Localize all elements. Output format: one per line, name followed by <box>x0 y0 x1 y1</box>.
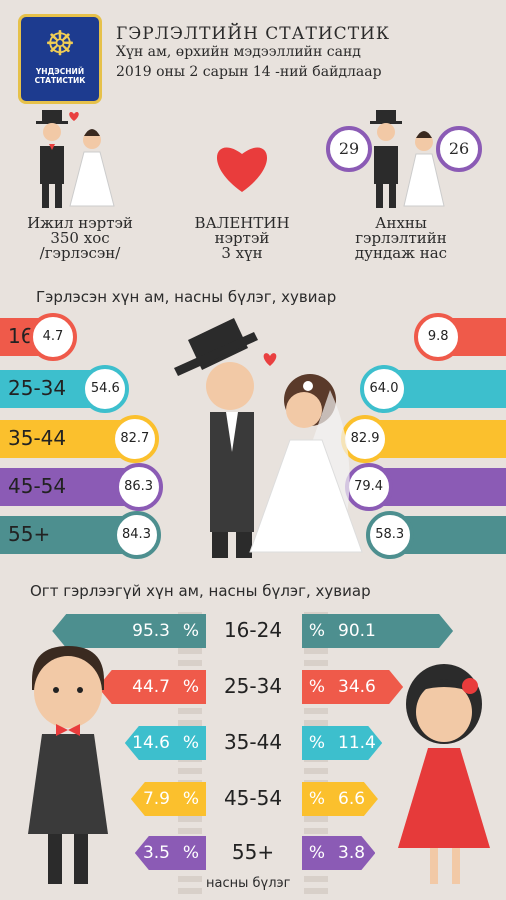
bride-age-badge: 26 <box>436 126 482 172</box>
married-value-left: 82.7 <box>110 415 159 463</box>
first-marriage-line-2: гэрлэлтийн <box>355 229 447 247</box>
couple-age-icon <box>370 110 445 208</box>
unmarried-age-label: 25-34 <box>223 674 283 698</box>
married-value-right: 9.8 <box>414 313 463 361</box>
heart-icon <box>216 147 268 192</box>
married-value-left: 84.3 <box>112 511 161 559</box>
married-value-left: 4.7 <box>28 313 77 361</box>
same-name-line-1: Ижил нэртэй <box>27 214 133 232</box>
married-age-label: 55+ <box>8 522 51 546</box>
percent-sign-left: % <box>176 836 206 870</box>
married-value-right: 82.9 <box>341 415 390 463</box>
percent-sign-left: % <box>176 726 206 760</box>
married-age-label: 25-34 <box>8 376 67 400</box>
unmarried-bar-left: 44.7 <box>97 670 178 704</box>
nso-logo: ☸ ҮНДЭСНИЙ СТАТИСТИК <box>18 14 102 104</box>
percent-sign-right: % <box>302 782 332 816</box>
unmarried-age-label: 35-44 <box>223 730 283 754</box>
unmarried-bar-left: 3.5 <box>134 836 178 870</box>
unmarried-bar-right: 34.6 <box>332 670 403 704</box>
first-marriage-line-3: дундаж нас <box>354 244 448 262</box>
single-man-illustration <box>28 646 108 884</box>
married-value-left: 86.3 <box>114 463 163 511</box>
percent-sign-right: % <box>302 836 332 870</box>
unmarried-bar-right: 90.1 <box>332 614 453 648</box>
unmarried-bar-right: 11.4 <box>332 726 382 760</box>
married-section-title: Гэрлэсэн хүн ам, насны бүлэг, хувиар <box>36 288 337 306</box>
unmarried-bar-left: 95.3 <box>52 614 178 648</box>
unmarried-bar-left: 14.6 <box>124 726 178 760</box>
page-subtitle-1: Хүн ам, өрхийн мэдээллийн санд <box>116 44 361 60</box>
first-marriage-line-1: Анхны <box>375 214 427 232</box>
same-name-line-2: 350 хос <box>50 229 110 247</box>
unmarried-age-label: 45-54 <box>223 786 283 810</box>
single-woman-illustration <box>398 664 490 884</box>
unmarried-age-label: 55+ <box>231 840 275 864</box>
married-value-right: 58.3 <box>365 511 414 559</box>
bride-groom-illustration <box>174 318 363 558</box>
married-age-label: 35-44 <box>8 426 67 450</box>
page-title: ГЭРЛЭЛТИЙН СТАТИСТИК <box>116 24 391 44</box>
groom-age-badge: 29 <box>326 126 372 172</box>
married-age-label: 45-54 <box>8 474 67 498</box>
logo-text: ҮНДЭСНИЙ СТАТИСТИК <box>34 67 86 85</box>
married-value-right: 64.0 <box>360 365 408 413</box>
married-value-left: 54.6 <box>81 365 130 413</box>
percent-sign-left: % <box>176 670 206 704</box>
valentine-line-3: 3 хүн <box>221 244 263 262</box>
percent-sign-left: % <box>176 782 206 816</box>
percent-sign-right: % <box>302 614 332 648</box>
valentine-line-2: нэртэй <box>214 229 270 247</box>
same-name-line-3: /гэрлэсэн/ <box>39 244 121 262</box>
unmarried-age-label: 16-24 <box>223 618 283 642</box>
percent-sign-left: % <box>176 614 206 648</box>
percent-sign-right: % <box>302 726 332 760</box>
unmarried-section-title: Огт гэрлээгүй хүн ам, насны бүлэг, хувиа… <box>30 582 371 600</box>
wedding-couple-icon <box>36 110 115 208</box>
valentine-line-1: ВАЛЕНТИН <box>194 214 290 232</box>
unmarried-bar-right: 3.8 <box>332 836 375 870</box>
soyombo-emblem-icon: ☸ <box>44 24 76 64</box>
age-group-footer: насны бүлэг <box>206 876 291 891</box>
percent-sign-right: % <box>302 670 332 704</box>
page-subtitle-2: 2019 оны 2 сарын 14 -ний байдлаар <box>116 64 382 80</box>
unmarried-bar-left: 7.9 <box>130 782 178 816</box>
unmarried-bar-right: 6.6 <box>332 782 378 816</box>
